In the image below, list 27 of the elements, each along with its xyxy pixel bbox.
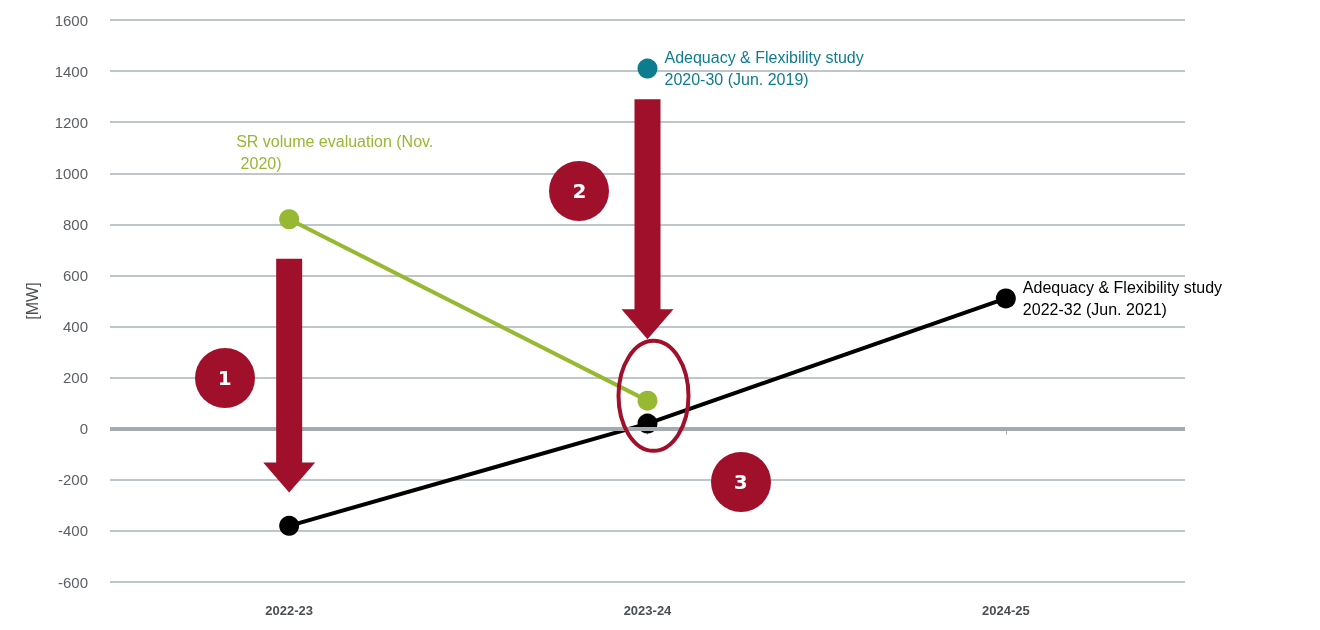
x-tick-label: 2023-24	[623, 603, 673, 618]
number-badge: 3	[710, 452, 771, 513]
point	[995, 288, 1016, 309]
y-tick-label: -200	[57, 471, 88, 489]
y-tick-label: -400	[57, 522, 88, 540]
number-badge: 2	[549, 161, 610, 222]
point	[637, 58, 658, 79]
y-tick-label: 400	[62, 318, 88, 336]
text: SR volume evaluation (Nov. 2020)	[236, 132, 434, 172]
x-tick-label: 2024-25	[981, 603, 1030, 618]
y-tick-label: 0	[79, 420, 88, 438]
x-tick-label: 2022-23	[265, 603, 314, 618]
y-axis-title: [MW]	[23, 282, 41, 320]
series-label: Adequacy & Flexibility study 2020-30 (Jun. 2019)	[664, 49, 869, 89]
point	[279, 209, 300, 230]
number-badge: 1	[194, 347, 255, 408]
y-tick-label: 600	[62, 266, 88, 284]
y-tick-label: 1000	[54, 164, 88, 182]
y-tick-label: 1400	[54, 62, 88, 80]
y-tick-label: 1600	[54, 11, 88, 29]
y-tick-label: -600	[57, 573, 88, 591]
y-tick-label: 800	[62, 215, 88, 233]
series-label: Adequacy & Flexibility study 2022-32 (Jun. 2021)	[1022, 278, 1227, 318]
point	[279, 515, 300, 536]
y-tick-label: 1200	[54, 113, 88, 131]
point	[637, 390, 658, 411]
y-tick-label: 200	[62, 369, 88, 387]
